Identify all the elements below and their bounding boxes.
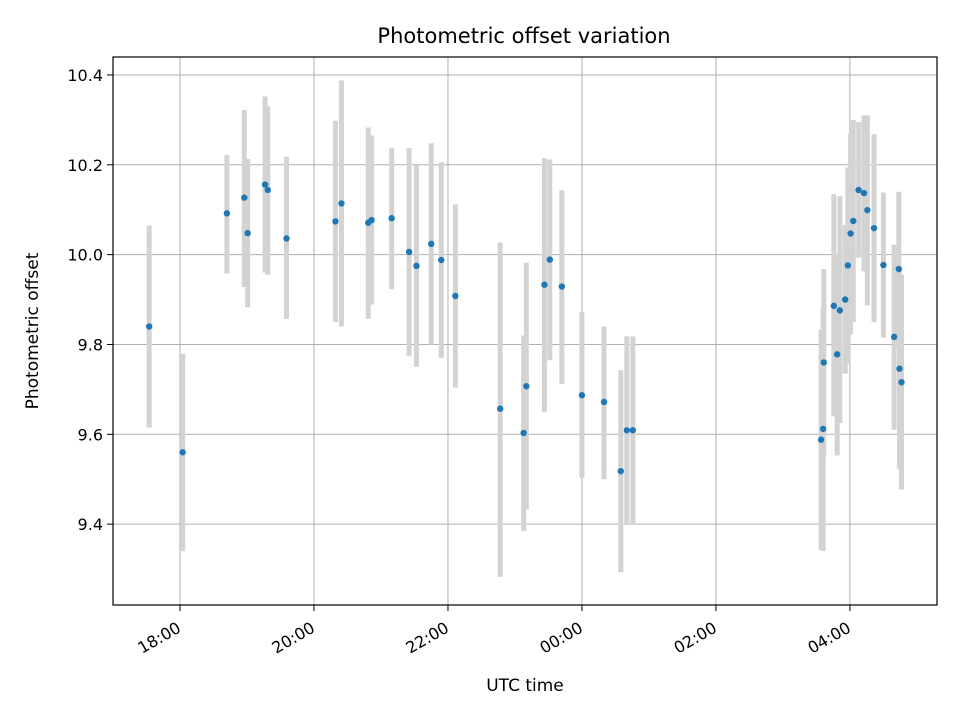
data-point [864, 206, 871, 214]
data-point [600, 398, 608, 406]
y-tick-label: 10.0 [67, 246, 103, 265]
data-point [855, 186, 862, 194]
y-tick-label: 9.6 [78, 425, 103, 444]
data-point [264, 186, 271, 194]
y-tick-label: 10.2 [67, 156, 103, 175]
data-point [261, 181, 269, 188]
data-point [520, 429, 527, 437]
data-point [497, 405, 504, 412]
y-tick-label: 9.4 [78, 515, 103, 534]
data-point [145, 323, 153, 330]
data-point [438, 256, 445, 264]
y-axis-label: Photometric offset [23, 252, 43, 409]
data-point [623, 427, 631, 434]
data-point [546, 256, 553, 263]
y-tick-label: 10.4 [67, 66, 103, 85]
data-point [895, 265, 903, 273]
data-point [898, 379, 905, 386]
data-point [847, 230, 854, 237]
y-tick-label: 9.8 [78, 335, 103, 354]
data-point [452, 292, 459, 300]
data-point [241, 194, 248, 201]
data-point [617, 467, 624, 475]
data-point [578, 392, 586, 399]
data-point [896, 365, 903, 372]
data-point [283, 235, 290, 242]
data-point [890, 333, 898, 341]
data-points [145, 181, 905, 475]
data-point [860, 189, 868, 197]
data-point [842, 296, 849, 303]
data-point [830, 302, 838, 310]
data-point [844, 262, 852, 269]
data-point [819, 425, 827, 433]
data-point [223, 210, 231, 217]
data-point [523, 383, 530, 390]
data-point [870, 224, 878, 232]
data-point [388, 215, 395, 222]
x-axis-label: UTC time [486, 676, 564, 696]
data-point [244, 229, 251, 237]
data-point [817, 436, 825, 443]
y-axis: 9.4 9.6 9.8 10.0 10.2 10.4 [67, 66, 113, 534]
data-point [836, 307, 844, 314]
data-point [880, 261, 887, 269]
data-point [405, 248, 413, 256]
data-point [558, 283, 566, 290]
data-point [368, 216, 375, 224]
data-point [820, 359, 827, 366]
data-point [179, 449, 186, 456]
data-point [332, 218, 339, 225]
data-point [428, 240, 435, 248]
data-point [541, 281, 548, 288]
data-point [850, 217, 857, 225]
plot-frame [112, 56, 938, 606]
chart-title: Photometric offset variation [377, 24, 670, 48]
data-point [413, 262, 420, 270]
data-point [338, 200, 345, 207]
data-point [629, 427, 637, 434]
data-point [833, 351, 841, 358]
